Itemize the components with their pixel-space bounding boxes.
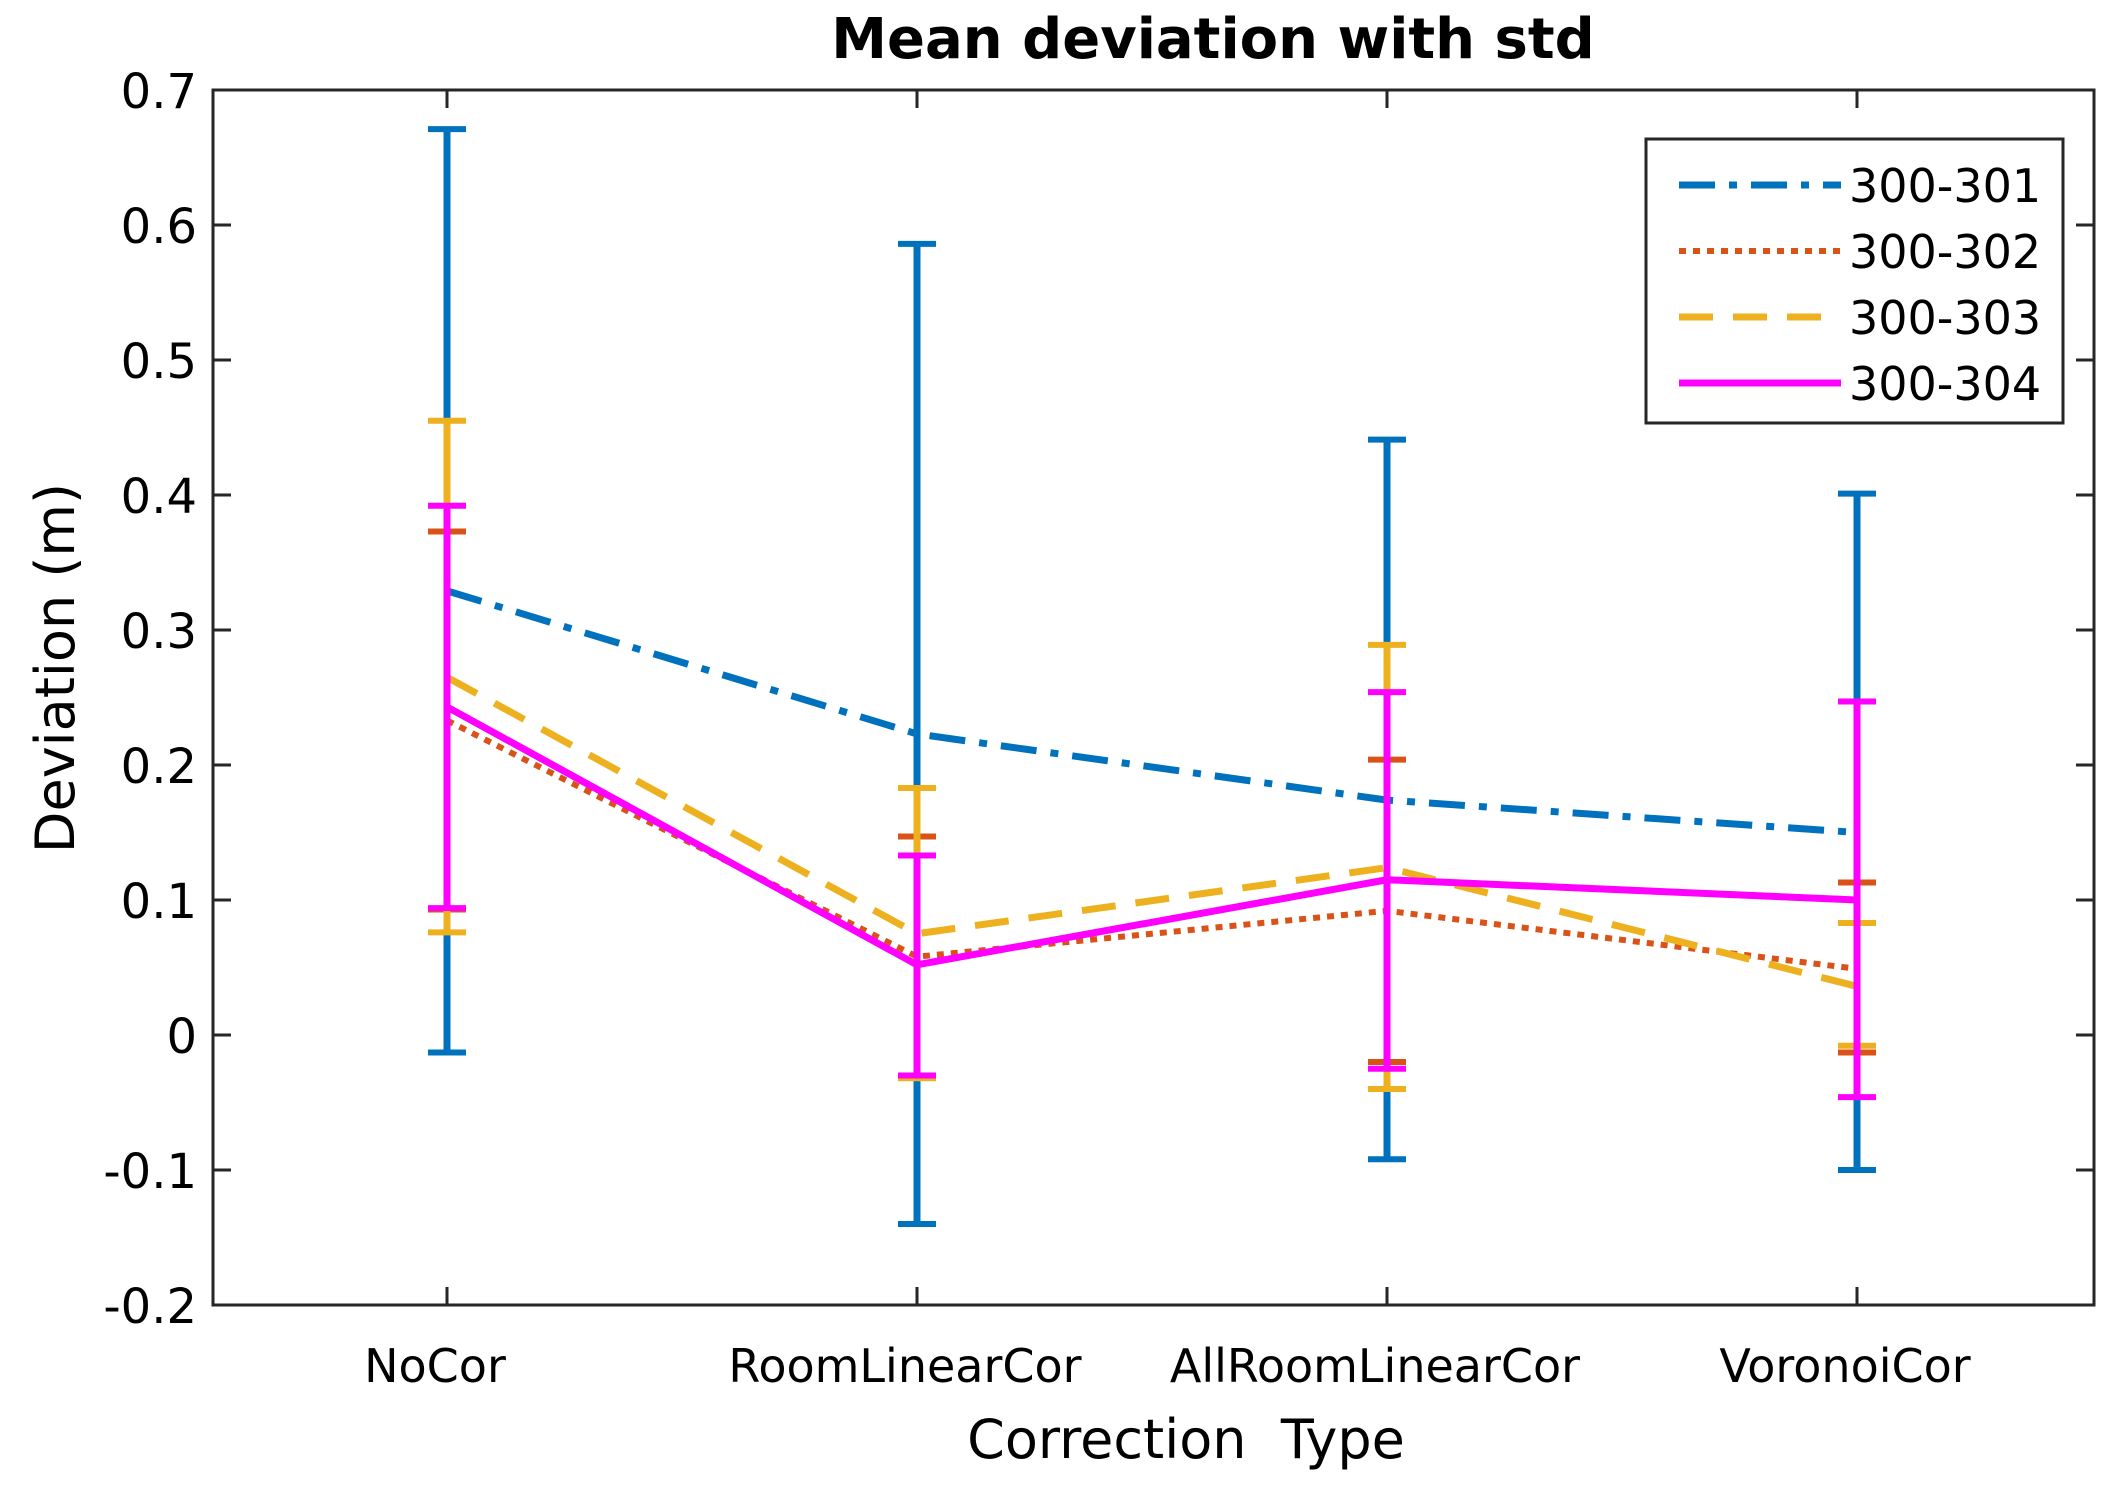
y-tick-label: -0.2 (103, 1279, 197, 1335)
series-line-300-301 (445, 587, 1858, 836)
x-axis-label: Correction Type (967, 1408, 1405, 1471)
y-tick-label: 0.1 (121, 874, 197, 930)
x-tick-label: RoomLinearCor (728, 1339, 1081, 1393)
y-tick-label: 0.4 (121, 469, 197, 525)
y-tick-label: 0 (166, 1009, 197, 1065)
plot-area-frame (211, 88, 2096, 1307)
series-line-300-302 (445, 717, 1858, 972)
x-tick-label: NoCor (364, 1339, 506, 1393)
y-axis-label: Deviation (m) (24, 483, 87, 853)
y-tick-label: 0.5 (121, 334, 197, 390)
y-tick-label: 0.2 (121, 739, 197, 795)
y-tick-label: -0.1 (103, 1144, 197, 1200)
y-tick-label: 0.3 (121, 604, 197, 660)
series-line-300-304 (445, 703, 1858, 969)
legend-label: 300-304 (1849, 357, 2041, 411)
x-tick-label: VoronoiCor (1719, 1339, 1970, 1393)
legend-label: 300-301 (1849, 159, 2041, 213)
series-line-300-303 (445, 674, 1858, 990)
y-tick-label: 0.7 (121, 64, 197, 120)
x-tick-label: AllRoomLinearCor (1170, 1339, 1580, 1393)
legend-label: 300-302 (1849, 225, 2041, 279)
chart-title: Mean deviation with std (831, 7, 1594, 72)
legend-box (1644, 137, 2065, 425)
y-tick-label: 0.6 (121, 199, 197, 255)
legend-label: 300-303 (1849, 291, 2041, 345)
